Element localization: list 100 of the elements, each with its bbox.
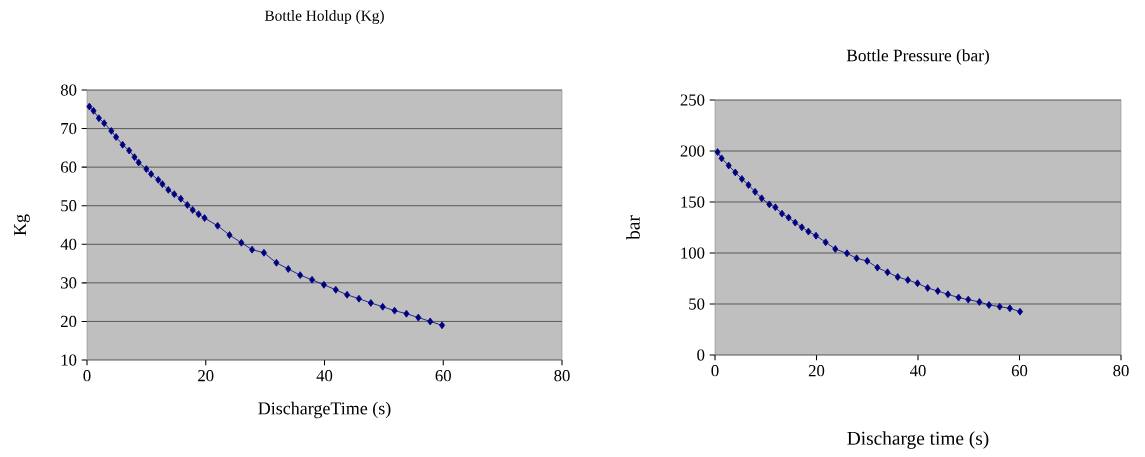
y-tick-label: 60: [61, 161, 77, 173]
chart-title: Bottle Pressure (bar): [846, 49, 989, 65]
y-tick-label: 0: [697, 349, 705, 361]
point: [785, 213, 792, 222]
point: [944, 290, 951, 299]
point: [260, 248, 267, 257]
point: [155, 176, 162, 184]
point: [297, 271, 304, 280]
y-axis-title: Kg: [14, 214, 30, 236]
point: [355, 294, 362, 303]
point: [309, 275, 316, 284]
y-tick-label: 200: [680, 145, 705, 157]
point: [832, 245, 839, 253]
x-tick-label: 40: [316, 370, 333, 382]
point: [805, 227, 812, 236]
x-axis-title: DischargeTime (s): [258, 401, 391, 419]
point: [189, 206, 196, 214]
point: [427, 317, 434, 326]
point: [285, 265, 292, 273]
point: [874, 263, 881, 272]
point: [131, 153, 138, 161]
point: [135, 158, 142, 167]
point: [822, 238, 829, 247]
point: [714, 148, 721, 156]
point: [171, 190, 178, 199]
y-tick-label: 150: [681, 196, 705, 208]
y-tick-label: 10: [61, 354, 77, 366]
point: [772, 203, 779, 212]
y-tick-label: 50: [61, 200, 77, 212]
point: [320, 280, 327, 289]
y-tick-label: 20: [61, 315, 77, 328]
x-tick-label: 0: [711, 365, 719, 377]
point: [184, 201, 191, 209]
point: [955, 293, 962, 302]
point: [273, 258, 280, 267]
point: [725, 161, 732, 170]
point: [86, 102, 93, 111]
point: [379, 302, 386, 311]
y-tick-label: 40: [60, 238, 77, 250]
point: [403, 309, 410, 318]
x-tick-label: 80: [1113, 365, 1129, 377]
point: [195, 210, 202, 219]
point: [249, 245, 256, 254]
point: [332, 285, 339, 294]
x-tick-label: 40: [910, 365, 926, 377]
point: [1017, 307, 1024, 316]
y-tick-label: 80: [60, 84, 77, 96]
point: [864, 257, 871, 265]
point: [745, 181, 752, 189]
point: [884, 268, 891, 277]
point: [108, 127, 115, 135]
point: [843, 249, 850, 258]
y-tick-label: 100: [681, 247, 705, 259]
point: [904, 276, 911, 284]
point: [119, 140, 126, 149]
point: [391, 306, 398, 315]
point: [177, 194, 184, 203]
point: [148, 170, 155, 178]
point: [1006, 304, 1013, 313]
y-tick-label: 50: [689, 298, 705, 310]
point: [159, 180, 166, 188]
point: [914, 279, 921, 288]
point: [766, 200, 773, 209]
y-axis-title: bar: [626, 215, 640, 240]
point: [101, 119, 108, 128]
y-tick-label: 250: [680, 94, 705, 106]
x-tick-label: 60: [435, 370, 451, 382]
point: [238, 238, 245, 247]
point: [965, 295, 972, 304]
point: [415, 313, 422, 322]
point: [853, 254, 860, 263]
point: [439, 321, 446, 330]
y-tick-label: 30: [61, 277, 77, 289]
point: [126, 146, 133, 155]
point: [344, 290, 351, 299]
point: [165, 186, 172, 194]
point: [113, 133, 120, 141]
point: [95, 114, 102, 123]
point: [90, 106, 97, 115]
point: [226, 231, 233, 239]
x-tick-label: 60: [1011, 365, 1028, 377]
point: [976, 298, 983, 306]
point: [367, 299, 374, 307]
point: [934, 287, 941, 295]
x-tick-label: 20: [198, 370, 214, 382]
point: [201, 214, 208, 222]
point: [738, 175, 745, 183]
point: [924, 284, 931, 292]
point: [986, 301, 993, 309]
point: [894, 273, 901, 281]
point: [718, 154, 725, 163]
point: [798, 223, 805, 232]
point: [792, 218, 799, 227]
y-tick-label: 70: [61, 122, 77, 135]
x-tick-label: 20: [808, 365, 825, 377]
x-axis-title: Discharge time (s): [847, 431, 989, 449]
chart-title: Bottle Holdup (Kg): [264, 10, 384, 24]
point: [143, 165, 150, 173]
point: [214, 221, 221, 230]
x-tick-label: 0: [83, 370, 91, 382]
